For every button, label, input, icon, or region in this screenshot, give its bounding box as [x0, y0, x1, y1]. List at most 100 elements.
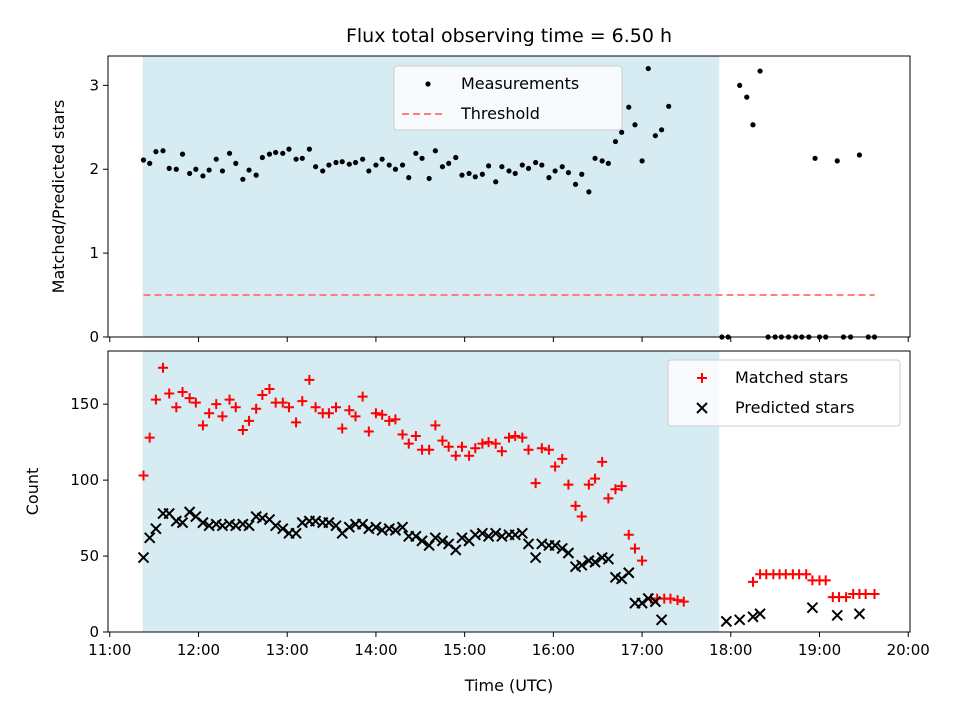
data-point	[416, 535, 428, 547]
data-point	[550, 461, 561, 472]
data-point	[333, 159, 339, 166]
data-point	[293, 156, 299, 162]
data-point	[410, 431, 421, 442]
data-point	[390, 414, 401, 425]
data-point	[259, 154, 265, 161]
data-point	[599, 158, 605, 164]
data-point	[204, 408, 215, 419]
data-point	[183, 506, 196, 518]
data-point	[552, 168, 558, 174]
data-point	[603, 493, 614, 504]
data-point	[439, 164, 446, 170]
data-point	[312, 164, 319, 170]
data-point	[517, 432, 528, 443]
data-point	[386, 162, 392, 168]
data-point	[396, 521, 409, 533]
y-axis-label: Count	[23, 468, 42, 516]
data-point	[291, 417, 302, 428]
data-point	[326, 162, 332, 168]
data-point	[320, 168, 326, 174]
data-point	[366, 168, 372, 174]
data-point	[750, 122, 756, 128]
series-measurements	[140, 65, 878, 340]
x-tick-label: 11:00	[88, 641, 131, 659]
data-point	[464, 450, 475, 461]
data-point	[576, 559, 588, 571]
y-tick-label: 100	[70, 471, 99, 489]
y-tick-label: 50	[80, 547, 99, 565]
data-point	[346, 161, 352, 167]
data-point	[696, 402, 708, 414]
data-point	[143, 532, 156, 544]
data-point	[153, 149, 159, 155]
data-point	[200, 173, 206, 179]
data-point	[450, 544, 462, 556]
data-point	[392, 166, 399, 172]
data-point	[410, 530, 422, 543]
data-point	[323, 408, 334, 419]
observing-span-shade	[142, 351, 720, 632]
data-point	[610, 484, 621, 495]
legend-label: Matched stars	[735, 368, 848, 387]
data-point	[158, 362, 169, 373]
data-point	[211, 399, 222, 410]
data-point	[720, 615, 733, 628]
data-point	[801, 569, 812, 580]
data-point	[737, 82, 743, 88]
data-point	[747, 611, 759, 623]
data-point	[522, 538, 535, 550]
y-tick-label: 0	[89, 328, 99, 346]
data-point	[629, 543, 640, 554]
data-point	[612, 138, 619, 145]
data-point	[443, 441, 454, 452]
data-point	[466, 170, 472, 177]
y-tick-label: 1	[89, 244, 99, 262]
data-point	[425, 81, 431, 87]
data-point	[217, 411, 228, 422]
data-point	[496, 446, 507, 457]
data-point	[166, 165, 172, 171]
data-point	[190, 397, 201, 408]
data-point	[754, 608, 766, 620]
data-point	[379, 156, 385, 162]
data-point	[757, 68, 763, 74]
data-point	[572, 181, 579, 187]
data-point	[490, 438, 501, 449]
series-matched-stars	[138, 362, 880, 607]
data-point	[357, 391, 368, 402]
data-point	[197, 516, 209, 529]
data-point	[639, 158, 645, 164]
data-point	[419, 155, 425, 161]
data-point	[472, 174, 478, 180]
data-point	[323, 516, 335, 529]
data-point	[499, 164, 505, 170]
x-tick-label: 19:00	[798, 641, 841, 659]
data-point	[429, 532, 442, 544]
data-point	[637, 555, 648, 566]
data-point	[831, 609, 843, 621]
data-point	[678, 596, 689, 607]
data-point	[150, 394, 161, 405]
data-point	[297, 396, 308, 407]
data-point	[570, 500, 581, 511]
x-tick-label: 14:00	[354, 641, 397, 659]
series-predicted-stars	[137, 506, 866, 628]
data-point	[456, 441, 467, 452]
data-point	[559, 164, 565, 170]
data-point	[343, 521, 356, 533]
data-point	[549, 539, 561, 552]
data-point	[277, 523, 289, 535]
data-point	[299, 155, 305, 161]
data-point	[356, 518, 369, 530]
data-point	[240, 176, 246, 182]
x-tick-label: 16:00	[532, 641, 575, 659]
data-point	[233, 160, 239, 166]
data-point	[450, 450, 461, 461]
data-point	[370, 521, 382, 533]
data-point	[226, 150, 233, 156]
data-point	[446, 160, 452, 166]
data-point	[666, 103, 672, 109]
x-tick-label: 12:00	[177, 641, 220, 659]
data-point	[269, 519, 282, 532]
